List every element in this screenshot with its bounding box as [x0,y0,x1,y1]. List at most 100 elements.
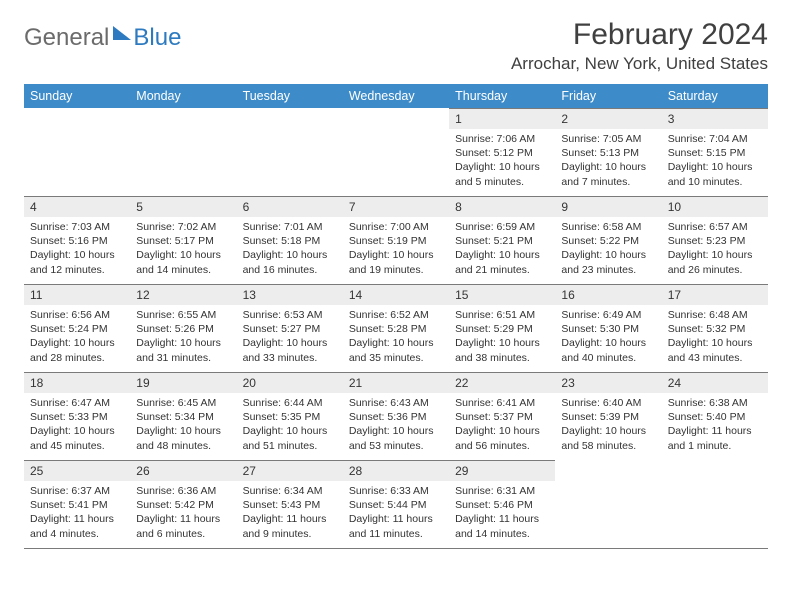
day-content: Sunrise: 6:56 AMSunset: 5:24 PMDaylight:… [24,305,130,370]
day-number: 2 [555,108,661,129]
calendar-row: 11Sunrise: 6:56 AMSunset: 5:24 PMDayligh… [24,284,768,372]
location-text: Arrochar, New York, United States [511,54,768,74]
day-number: 1 [449,108,555,129]
calendar-cell: 12Sunrise: 6:55 AMSunset: 5:26 PMDayligh… [130,284,236,372]
day-content: Sunrise: 6:48 AMSunset: 5:32 PMDaylight:… [662,305,768,370]
day-number: 15 [449,284,555,305]
weekday-header: Wednesday [343,84,449,108]
calendar-cell: 5Sunrise: 7:02 AMSunset: 5:17 PMDaylight… [130,196,236,284]
weekday-header: Saturday [662,84,768,108]
calendar-cell: 24Sunrise: 6:38 AMSunset: 5:40 PMDayligh… [662,372,768,460]
calendar-cell: 8Sunrise: 6:59 AMSunset: 5:21 PMDaylight… [449,196,555,284]
calendar-cell: 11Sunrise: 6:56 AMSunset: 5:24 PMDayligh… [24,284,130,372]
calendar-row: 25Sunrise: 6:37 AMSunset: 5:41 PMDayligh… [24,460,768,548]
calendar-cell [130,108,236,196]
calendar-cell: 6Sunrise: 7:01 AMSunset: 5:18 PMDaylight… [237,196,343,284]
logo-text-general: General [24,24,109,52]
title-block: February 2024 Arrochar, New York, United… [511,18,768,74]
day-number: 23 [555,372,661,393]
day-content: Sunrise: 6:53 AMSunset: 5:27 PMDaylight:… [237,305,343,370]
day-content: Sunrise: 7:03 AMSunset: 5:16 PMDaylight:… [24,217,130,282]
calendar-cell [555,460,661,548]
calendar-row: 18Sunrise: 6:47 AMSunset: 5:33 PMDayligh… [24,372,768,460]
calendar-cell: 26Sunrise: 6:36 AMSunset: 5:42 PMDayligh… [130,460,236,548]
calendar-cell [662,460,768,548]
day-content: Sunrise: 6:49 AMSunset: 5:30 PMDaylight:… [555,305,661,370]
day-number: 3 [662,108,768,129]
calendar-cell: 22Sunrise: 6:41 AMSunset: 5:37 PMDayligh… [449,372,555,460]
calendar-cell: 18Sunrise: 6:47 AMSunset: 5:33 PMDayligh… [24,372,130,460]
day-content: Sunrise: 6:38 AMSunset: 5:40 PMDaylight:… [662,393,768,458]
calendar-row: 4Sunrise: 7:03 AMSunset: 5:16 PMDaylight… [24,196,768,284]
calendar-cell: 14Sunrise: 6:52 AMSunset: 5:28 PMDayligh… [343,284,449,372]
calendar-row: 1Sunrise: 7:06 AMSunset: 5:12 PMDaylight… [24,108,768,196]
day-number: 5 [130,196,236,217]
calendar-cell: 9Sunrise: 6:58 AMSunset: 5:22 PMDaylight… [555,196,661,284]
day-number: 13 [237,284,343,305]
day-number: 10 [662,196,768,217]
day-content: Sunrise: 6:41 AMSunset: 5:37 PMDaylight:… [449,393,555,458]
day-content: Sunrise: 6:31 AMSunset: 5:46 PMDaylight:… [449,481,555,546]
calendar-cell: 1Sunrise: 7:06 AMSunset: 5:12 PMDaylight… [449,108,555,196]
calendar-cell: 16Sunrise: 6:49 AMSunset: 5:30 PMDayligh… [555,284,661,372]
day-number: 11 [24,284,130,305]
calendar-header-row: Sunday Monday Tuesday Wednesday Thursday… [24,84,768,108]
day-number: 19 [130,372,236,393]
calendar-table: Sunday Monday Tuesday Wednesday Thursday… [24,84,768,550]
day-content: Sunrise: 6:55 AMSunset: 5:26 PMDaylight:… [130,305,236,370]
calendar-body: 1Sunrise: 7:06 AMSunset: 5:12 PMDaylight… [24,108,768,550]
day-number: 22 [449,372,555,393]
calendar-cell [343,108,449,196]
day-number: 24 [662,372,768,393]
day-number: 6 [237,196,343,217]
calendar-cell: 25Sunrise: 6:37 AMSunset: 5:41 PMDayligh… [24,460,130,548]
day-content: Sunrise: 6:37 AMSunset: 5:41 PMDaylight:… [24,481,130,546]
day-number: 8 [449,196,555,217]
calendar-cell: 19Sunrise: 6:45 AMSunset: 5:34 PMDayligh… [130,372,236,460]
day-content: Sunrise: 6:51 AMSunset: 5:29 PMDaylight:… [449,305,555,370]
weekday-header: Monday [130,84,236,108]
day-content: Sunrise: 6:45 AMSunset: 5:34 PMDaylight:… [130,393,236,458]
calendar-cell: 7Sunrise: 7:00 AMSunset: 5:19 PMDaylight… [343,196,449,284]
day-number: 20 [237,372,343,393]
calendar-cell: 28Sunrise: 6:33 AMSunset: 5:44 PMDayligh… [343,460,449,548]
day-number: 14 [343,284,449,305]
day-content: Sunrise: 6:59 AMSunset: 5:21 PMDaylight:… [449,217,555,282]
weekday-header: Thursday [449,84,555,108]
calendar-cell: 4Sunrise: 7:03 AMSunset: 5:16 PMDaylight… [24,196,130,284]
logo: General Blue [24,18,181,52]
calendar-cell: 15Sunrise: 6:51 AMSunset: 5:29 PMDayligh… [449,284,555,372]
day-number: 29 [449,460,555,481]
day-number: 17 [662,284,768,305]
calendar-cell: 21Sunrise: 6:43 AMSunset: 5:36 PMDayligh… [343,372,449,460]
weekday-header: Sunday [24,84,130,108]
day-content: Sunrise: 7:06 AMSunset: 5:12 PMDaylight:… [449,129,555,194]
calendar-cell [237,108,343,196]
day-content: Sunrise: 6:44 AMSunset: 5:35 PMDaylight:… [237,393,343,458]
month-title: February 2024 [511,18,768,52]
day-content: Sunrise: 6:43 AMSunset: 5:36 PMDaylight:… [343,393,449,458]
day-content: Sunrise: 7:05 AMSunset: 5:13 PMDaylight:… [555,129,661,194]
day-number: 16 [555,284,661,305]
day-number: 7 [343,196,449,217]
day-content: Sunrise: 6:57 AMSunset: 5:23 PMDaylight:… [662,217,768,282]
day-number: 27 [237,460,343,481]
day-number: 26 [130,460,236,481]
calendar-cell: 17Sunrise: 6:48 AMSunset: 5:32 PMDayligh… [662,284,768,372]
day-content: Sunrise: 6:36 AMSunset: 5:42 PMDaylight:… [130,481,236,546]
day-content: Sunrise: 7:04 AMSunset: 5:15 PMDaylight:… [662,129,768,194]
day-number: 12 [130,284,236,305]
day-content: Sunrise: 6:58 AMSunset: 5:22 PMDaylight:… [555,217,661,282]
logo-text-blue: Blue [133,24,181,52]
day-content: Sunrise: 6:47 AMSunset: 5:33 PMDaylight:… [24,393,130,458]
day-content: Sunrise: 6:52 AMSunset: 5:28 PMDaylight:… [343,305,449,370]
calendar-cell: 20Sunrise: 6:44 AMSunset: 5:35 PMDayligh… [237,372,343,460]
day-number: 9 [555,196,661,217]
calendar-cell: 27Sunrise: 6:34 AMSunset: 5:43 PMDayligh… [237,460,343,548]
calendar-cell: 23Sunrise: 6:40 AMSunset: 5:39 PMDayligh… [555,372,661,460]
day-number: 4 [24,196,130,217]
calendar-cell [24,108,130,196]
weekday-header: Friday [555,84,661,108]
day-number: 28 [343,460,449,481]
day-number: 18 [24,372,130,393]
